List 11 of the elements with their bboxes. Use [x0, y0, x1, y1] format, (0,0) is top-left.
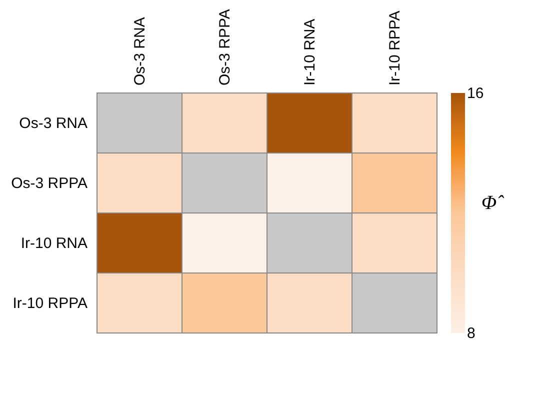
x-tick-label: Ir-10 RPPA: [386, 10, 404, 86]
y-tick-label: Ir-10 RPPA: [12, 295, 88, 312]
color-bar-label: 8: [467, 325, 476, 342]
y-tick-label: Ir-10 RNA: [20, 235, 88, 252]
y-tick-label: Os-3 RNA: [19, 115, 88, 132]
y-tick-label: Os-3 RPPA: [11, 175, 88, 192]
x-tick-label: Os-3 RPPA: [216, 9, 234, 86]
color-bar-label: 16: [467, 85, 484, 102]
x-tick-label: Ir-10 RNA: [302, 18, 318, 86]
x-tick-label: Os-3 RNA: [132, 17, 148, 86]
color-bar-title: Φ̂: [481, 192, 505, 214]
